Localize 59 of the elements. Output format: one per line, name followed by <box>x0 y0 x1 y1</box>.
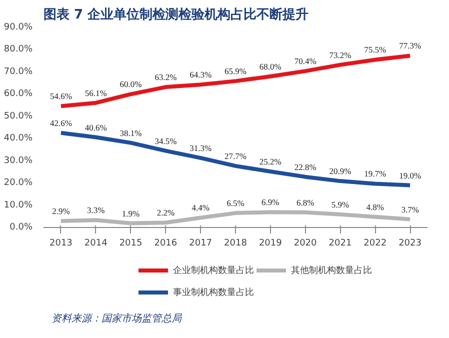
x-tick-label: 2017 <box>189 238 212 248</box>
x-tick-label: 2018 <box>224 238 248 248</box>
data-label: 6.8% <box>296 197 314 208</box>
data-label: 6.5% <box>226 198 244 208</box>
data-label: 56.1% <box>84 88 107 98</box>
data-label: 75.5% <box>364 44 386 55</box>
data-label: 6.9% <box>262 197 280 208</box>
data-label: 1.9% <box>122 208 140 218</box>
data-label: 65.9% <box>224 66 246 76</box>
chart-title: 图表 7 企业单位制检测检验机构占比不断提升 <box>44 6 309 22</box>
y-tick-label: 50.0% <box>4 111 33 122</box>
data-label: 31.3% <box>190 142 212 153</box>
data-label: 40.6% <box>84 122 107 132</box>
y-tick-label: 90.0% <box>4 22 33 32</box>
y-tick-label: 80.0% <box>4 44 33 55</box>
data-label: 3.7% <box>401 204 419 214</box>
data-label: 4.4% <box>192 202 210 213</box>
x-tick-label: 2015 <box>119 238 142 248</box>
data-label: 68.0% <box>259 61 282 72</box>
y-tick-label: 60.0% <box>4 89 33 100</box>
data-label: 25.2% <box>259 156 282 166</box>
x-tick-label: 2019 <box>258 238 282 248</box>
data-label: 5.9% <box>331 199 350 210</box>
legend-label: 企业制机构数量占比 <box>173 264 254 276</box>
data-label: 19.0% <box>399 170 422 180</box>
data-label: 70.4% <box>294 56 316 66</box>
data-label: 60.0% <box>120 79 142 90</box>
y-tick-label: 0.0% <box>10 222 33 232</box>
data-label: 2.2% <box>156 208 175 218</box>
y-tick-label: 70.0% <box>4 66 33 77</box>
data-label: 4.8% <box>366 202 384 212</box>
legend-label: 其他制机构数量占比 <box>291 264 372 276</box>
x-tick-label: 2016 <box>154 238 178 248</box>
y-tick-label: 20.0% <box>4 178 33 188</box>
x-tick-label: 2022 <box>364 238 387 248</box>
data-label: 27.7% <box>224 150 246 161</box>
data-label: 2.9% <box>52 206 70 216</box>
y-tick-label: 30.0% <box>4 156 33 166</box>
data-label: 73.2% <box>329 50 352 60</box>
x-tick-label: 2020 <box>294 238 318 248</box>
x-tick-label: 2023 <box>398 238 422 248</box>
data-label: 20.9% <box>329 166 352 176</box>
data-label: 64.3% <box>190 70 212 80</box>
y-tick-label: 10.0% <box>4 200 33 210</box>
text: 资料来源：国家市场监管总局 <box>52 312 182 324</box>
data-label: 3.3% <box>87 205 105 216</box>
y-tick-label: 40.0% <box>4 134 33 144</box>
data-label: 19.7% <box>364 168 386 179</box>
legend-label: 事业制机构数量占比 <box>173 286 254 298</box>
data-label: 77.3% <box>399 40 422 51</box>
x-tick-label: 2021 <box>328 238 352 248</box>
x-tick-label: 2013 <box>50 238 72 248</box>
x-tick-label: 2014 <box>84 238 108 248</box>
data-label: 22.8% <box>294 162 316 172</box>
data-label: 42.6% <box>50 118 72 128</box>
data-label: 54.6% <box>50 91 72 102</box>
data-label: 63.2% <box>154 72 177 82</box>
data-label: 38.1% <box>120 128 142 138</box>
data-label: 34.5% <box>154 136 177 146</box>
